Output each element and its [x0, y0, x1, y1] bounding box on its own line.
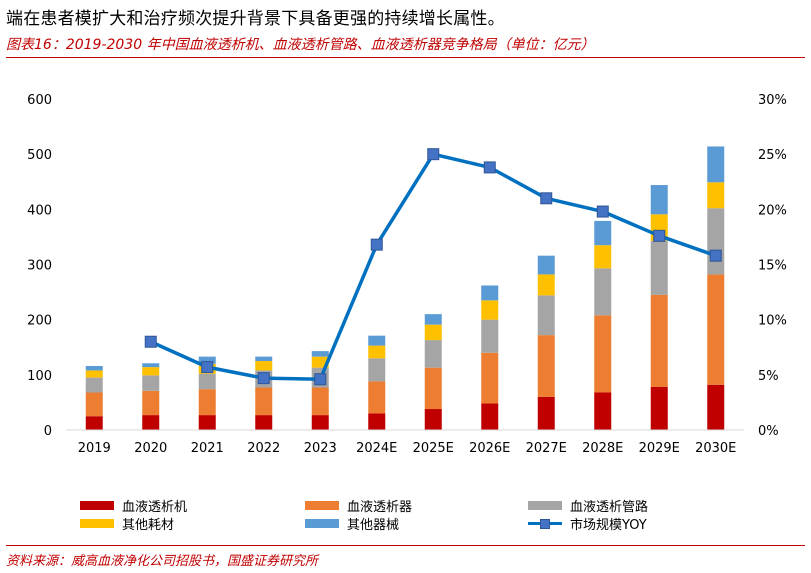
yoy-point-2025E [427, 148, 440, 161]
bar-machine-2026E [481, 403, 499, 430]
y-tick-label: 400 [27, 203, 52, 218]
x-tick-label: 2019 [78, 441, 111, 456]
x-tick-label: 2030E [695, 441, 736, 456]
x-tick-label: 2021 [191, 441, 224, 456]
bar-machine-2023 [311, 415, 329, 430]
bar-machine-2028E [594, 392, 612, 430]
bar-machine-2027E [537, 396, 555, 430]
bar-tubing-2030E [707, 208, 725, 275]
bar-machine-2019 [85, 416, 103, 430]
yoy-point-2021 [201, 361, 214, 374]
bar-dialyzer-2030E [707, 274, 725, 385]
x-tick-label: 2028E [582, 441, 623, 456]
bar-consumables-2026E [481, 300, 499, 320]
bar-consumables-2024E [368, 345, 386, 359]
source-divider [6, 545, 805, 546]
y-tick-label: 500 [27, 148, 52, 163]
bar-dialyzer-2027E [537, 335, 555, 397]
bar-dialyzer-2024E [368, 381, 386, 414]
bar-dialyzer-2021 [198, 389, 216, 416]
bar-tubing-2027E [537, 295, 555, 336]
bar-tubing-2028E [594, 268, 612, 316]
bar-tubing-2029E [650, 240, 668, 295]
bar-equipment-2021 [198, 356, 216, 364]
bar-machine-2022 [255, 415, 273, 430]
bar-consumables-2023 [311, 356, 329, 368]
bar-consumables-2025E [424, 324, 442, 341]
bar-machine-2025E [424, 409, 442, 430]
intro-text: 端在患者模扩大和治疗频次提升背景下具备更强的持续增长属性。 [6, 9, 505, 29]
y2-tick-label: 15% [758, 259, 787, 274]
bar-machine-2021 [198, 415, 216, 430]
figure-title: 图表16：2019-2030 年中国血液透析机、血液透析管路、血液透析器竞争格局… [6, 37, 595, 53]
title-divider [6, 57, 805, 58]
bar-machine-2030E [707, 384, 725, 430]
bar-tubing-2021 [198, 373, 216, 390]
yoy-point-2020 [144, 335, 157, 348]
source-note: 资料来源：威高血液净化公司招股书，国盛证券研究所 [6, 554, 319, 569]
bar-machine-2029E [650, 386, 668, 430]
bar-equipment-2027E [537, 255, 555, 275]
yoy-point-2022 [257, 372, 270, 385]
x-tick-label: 2026E [469, 441, 510, 456]
bar-machine-2020 [142, 415, 160, 430]
y-tick-label: 100 [27, 369, 52, 384]
yoy-point-2026E [483, 161, 496, 174]
x-tick-label: 2024E [356, 441, 397, 456]
bar-tubing-2026E [481, 319, 499, 353]
bar-dialyzer-2022 [255, 387, 273, 416]
y-tick-label: 300 [27, 259, 52, 274]
bar-consumables-2027E [537, 274, 555, 296]
bar-dialyzer-2028E [594, 315, 612, 393]
y-tick-label: 600 [27, 93, 52, 108]
x-tick-label: 2023 [304, 441, 337, 456]
bar-consumables-2020 [142, 367, 160, 376]
bar-equipment-2030E [707, 146, 725, 183]
y2-tick-label: 10% [758, 314, 787, 329]
y2-tick-label: 20% [758, 203, 787, 218]
y2-tick-label: 5% [758, 369, 779, 384]
yoy-point-2028E [596, 205, 609, 218]
bar-consumables-2019 [85, 370, 103, 378]
bar-dialyzer-2019 [85, 392, 103, 417]
y2-tick-label: 25% [758, 148, 787, 163]
bar-dialyzer-2026E [481, 352, 499, 404]
y2-tick-label: 30% [758, 93, 787, 108]
x-tick-label: 2025E [413, 441, 454, 456]
bar-equipment-2020 [142, 363, 160, 368]
yoy-point-2030E [709, 249, 722, 262]
bar-equipment-2028E [594, 220, 612, 246]
bar-machine-2024E [368, 413, 386, 430]
y2-tick-label: 0% [758, 424, 779, 439]
x-tick-label: 2022 [247, 441, 280, 456]
bar-consumables-2030E [707, 182, 725, 209]
bar-tubing-2019 [85, 377, 103, 393]
x-tick-label: 2027E [526, 441, 567, 456]
bar-equipment-2025E [424, 314, 442, 325]
yoy-point-2024E [370, 238, 383, 251]
bar-consumables-2022 [255, 361, 273, 371]
bar-consumables-2028E [594, 245, 612, 269]
x-tick-label: 2020 [134, 441, 167, 456]
yoy-point-2027E [540, 192, 553, 205]
yoy-point-2023 [314, 373, 327, 386]
bar-equipment-2029E [650, 185, 668, 215]
yoy-point-2029E [653, 229, 666, 242]
bar-tubing-2020 [142, 375, 160, 391]
bar-equipment-2019 [85, 366, 103, 371]
bar-dialyzer-2023 [311, 387, 329, 416]
x-tick-label: 2029E [639, 441, 680, 456]
bar-equipment-2023 [311, 351, 329, 357]
bar-equipment-2026E [481, 285, 499, 301]
y-tick-label: 0 [44, 424, 52, 439]
bar-equipment-2022 [255, 356, 273, 362]
bar-equipment-2024E [368, 335, 386, 346]
bar-dialyzer-2029E [650, 294, 668, 387]
bar-tubing-2024E [368, 358, 386, 382]
bar-dialyzer-2025E [424, 367, 442, 410]
y-tick-label: 200 [27, 314, 52, 329]
bar-tubing-2025E [424, 340, 442, 368]
bar-dialyzer-2020 [142, 390, 160, 416]
